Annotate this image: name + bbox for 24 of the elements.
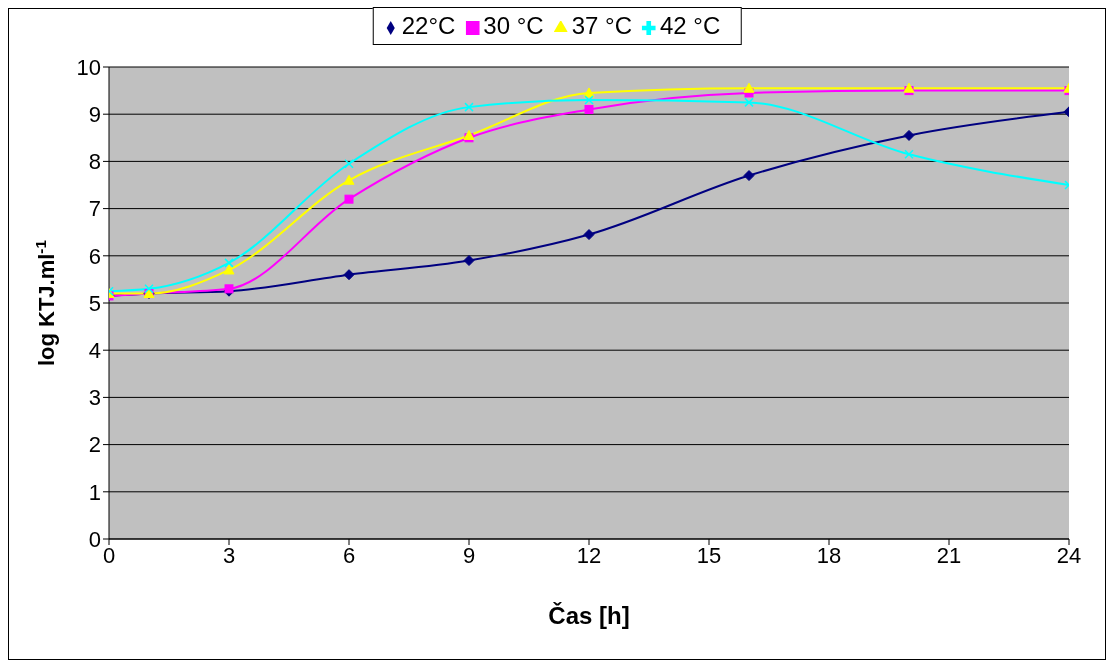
y-tick-label: 2 — [88, 432, 101, 458]
legend-label: 22°C — [401, 12, 456, 39]
y-tick-label: 0 — [88, 526, 101, 552]
y-tick-label: 5 — [88, 290, 101, 316]
x-tick-label: 21 — [936, 542, 962, 568]
y-tick-label: 9 — [88, 102, 101, 128]
legend-label: 30 °C — [483, 12, 544, 39]
y-tick-label: 3 — [88, 385, 101, 411]
y-tick-label: 7 — [88, 196, 101, 222]
x-tick-label: 15 — [696, 542, 722, 568]
x-axis-title: Čas [h] — [548, 602, 630, 629]
y-tick-label: 8 — [88, 149, 101, 175]
x-tick-label: 9 — [462, 542, 476, 568]
y-tick-label: 4 — [88, 338, 101, 364]
x-tick-label: 6 — [342, 542, 356, 568]
x-tick-label: 12 — [576, 542, 602, 568]
legend-label: 37 °C — [571, 12, 632, 39]
y-tick-label: 1 — [88, 479, 101, 505]
legend-label: 42 °C — [659, 12, 721, 39]
x-tick-label: 24 — [1056, 542, 1082, 568]
y-tick-label: 6 — [88, 243, 101, 269]
x-tick-label: 18 — [816, 542, 842, 568]
x-tick-label: 3 — [222, 542, 236, 568]
y-tick-label: 10 — [76, 54, 101, 80]
